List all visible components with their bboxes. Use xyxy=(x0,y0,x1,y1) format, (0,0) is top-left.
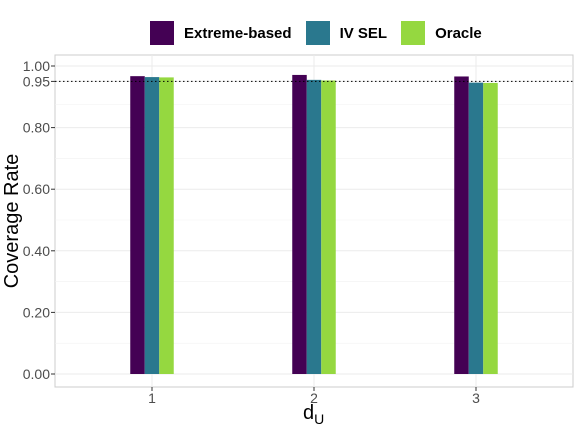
y-tick-label: 0.60 xyxy=(23,181,50,197)
bar-oracle-3 xyxy=(483,82,498,374)
x-tick-label: 1 xyxy=(148,390,156,406)
legend-swatch-iv-sel xyxy=(305,21,330,45)
bar-iv-sel-1 xyxy=(144,77,160,374)
x-axis-title-subscript: U xyxy=(314,411,324,427)
bar-iv-sel-3 xyxy=(468,82,484,374)
bar-oracle-1 xyxy=(159,77,174,375)
bar-iv-sel-2 xyxy=(306,79,322,375)
x-tick-label: 2 xyxy=(310,390,318,406)
y-tick-label: 1.00 xyxy=(23,58,50,74)
legend-item-iv-sel: IV SEL xyxy=(305,21,388,45)
legend-swatch-oracle xyxy=(401,21,426,45)
legend-item-extreme-based: Extreme-based xyxy=(150,21,292,45)
bar-extreme-based-1 xyxy=(130,76,145,374)
y-tick-label: 0.00 xyxy=(23,366,50,382)
x-tick-label: 3 xyxy=(472,390,480,406)
legend-item-oracle: Oracle xyxy=(401,21,482,45)
legend-label-extreme-based: Extreme-based xyxy=(184,24,292,42)
bar-extreme-based-2 xyxy=(292,74,307,374)
y-tick-label: 0.40 xyxy=(23,243,50,259)
y-tick-labels: 0.00 0.20 0.40 0.60 0.80 0.951.00 xyxy=(23,58,55,382)
y-tick-label: 0.20 xyxy=(23,304,50,320)
legend-label-iv-sel: IV SEL xyxy=(339,24,388,42)
x-axis-title-main: d xyxy=(303,402,314,424)
bar-extreme-based-3 xyxy=(454,76,469,375)
legend-swatch-extreme-based xyxy=(150,21,174,45)
bar-oracle-2 xyxy=(321,80,336,374)
y-tick-label: 0.95 xyxy=(23,73,50,89)
y-axis-title: Coverage Rate xyxy=(1,154,23,289)
legend-label-oracle: Oracle xyxy=(435,24,482,42)
bars xyxy=(130,74,498,375)
y-tick-label: 0.80 xyxy=(23,120,50,136)
legend: Extreme-based IV SEL Oracle xyxy=(150,20,496,46)
x-axis-title: dU xyxy=(303,402,324,427)
x-tick-labels: 1 2 3 xyxy=(148,387,480,406)
